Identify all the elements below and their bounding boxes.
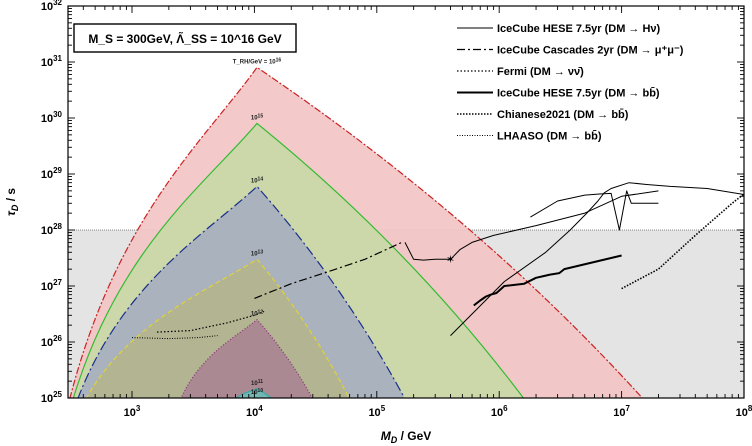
legend-label-0: IceCube HESE 7.5yr (DM → Hν) [497,23,661,35]
reheating-label-3: 1013 [251,249,263,257]
constraint-line-4 [473,254,622,307]
legend: IceCube HESE 7.5yr (DM → Hν) IceCube Casc… [457,23,684,143]
constraint-line-7 [404,242,451,261]
reheating-label-5: 1011 [251,379,263,387]
reheating-region-4 [180,318,313,398]
y-tick-label-0: 1025 [41,390,63,405]
parameter-box [73,23,297,53]
legend-label-2: Fermi (DM → νν̄) [497,66,584,78]
y-tick-label-2: 1027 [41,278,63,293]
x-tick-label-1: 104 [246,404,263,419]
y-tick-label-4: 1029 [41,166,63,181]
legend-label-5: LHAASO (DM → bb̄) [497,130,602,142]
constraint-line-1 [530,190,659,231]
constraint-line-8 [450,190,659,260]
constraint-line-2 [254,241,403,299]
constraint-line-3 [156,310,265,333]
x-tick-label-2: 105 [368,404,385,419]
y-tick-label-7: 1032 [41,0,63,13]
constraint-line-0 [450,182,744,336]
constraint-line-6 [131,335,218,340]
x-tick-label-3: 106 [491,404,508,419]
star-marker: ✶ [446,254,455,266]
x-tick-label-0: 103 [124,404,141,419]
plot-frame [67,5,745,399]
parameter-box-text: M_S = 300GeV, Λ̃_SS = 10^16 GeV [88,31,281,46]
y-axis-label: τD / s [4,188,20,216]
x-tick-label-5: 108 [736,404,752,419]
y-tick-label-6: 1031 [41,54,63,69]
reheating-region-5 [235,388,273,398]
reheating-label-0: T_RH/GeV = 1016 [233,57,282,65]
reheating-label-1: 1015 [251,113,263,121]
y-tick-label-5: 1030 [41,110,63,125]
reheating-label-4: 1012 [251,310,263,318]
legend-label-3: IceCube HESE 7.5yr (DM → bb̄) [497,87,660,99]
x-tick-label-4: 107 [613,404,630,419]
legend-label-4: Chianese2021 (DM → bb̄) [497,109,629,121]
y-tick-label-1: 1026 [41,334,63,349]
x-axis-label: MD / GeV [381,429,432,445]
constraint-line-5 [621,192,744,290]
plot-area: ✶ [68,66,744,398]
y-tick-label-3: 1028 [41,222,63,237]
reheating-label-2: 1014 [251,176,263,184]
legend-label-1: IceCube Cascades 2yr (DM → μ⁺μ⁻) [497,45,684,57]
